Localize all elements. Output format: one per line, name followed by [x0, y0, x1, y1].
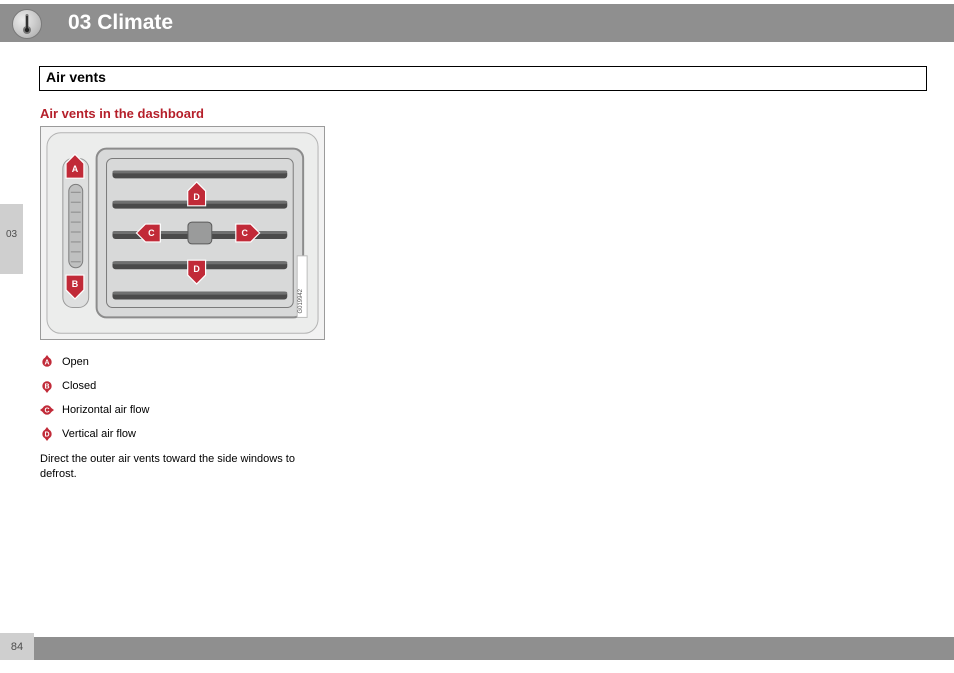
svg-text:G019942: G019942: [298, 289, 304, 313]
legend-row: C Horizontal air flow: [40, 398, 340, 422]
callout-marker-icon: A: [40, 355, 54, 369]
legend-row: D Vertical air flow: [40, 422, 340, 446]
air-vent-illustration: G019942 A B C C D D: [41, 126, 324, 340]
chapter-title: 03 Climate: [68, 4, 173, 42]
body-paragraph: Direct the outer air vents toward the si…: [40, 452, 325, 482]
legend-row: A Open: [40, 350, 340, 374]
legend-label: Horizontal air flow: [62, 404, 149, 416]
figure-legend: A Open B Closed C Horizontal air flow D …: [40, 350, 340, 446]
legend-row: B Closed: [40, 374, 340, 398]
section-tab: 03: [0, 204, 23, 274]
legend-label: Open: [62, 356, 89, 368]
page-number-text: 84: [11, 641, 23, 653]
svg-text:A: A: [72, 164, 79, 174]
callout-marker-icon: B: [40, 379, 54, 393]
chapter-header: 03 Climate: [0, 4, 954, 42]
page-number: 84: [0, 633, 34, 660]
svg-text:A: A: [44, 360, 49, 367]
subsection-heading: Air vents in the dashboard: [40, 106, 204, 121]
legend-label: Closed: [62, 380, 96, 392]
svg-text:D: D: [193, 264, 200, 274]
svg-text:C: C: [44, 408, 49, 415]
legend-label: Vertical air flow: [62, 428, 136, 440]
section-tab-label: 03: [6, 229, 17, 240]
svg-text:B: B: [44, 384, 49, 391]
svg-text:D: D: [44, 432, 49, 439]
air-vent-figure: G019942 A B C C D D: [40, 126, 325, 340]
svg-text:D: D: [193, 192, 200, 202]
section-heading-container: Air vents: [39, 66, 927, 91]
section-heading-text: Air vents: [46, 69, 106, 85]
page-footer: [0, 637, 954, 660]
svg-text:C: C: [242, 228, 249, 238]
callout-marker-icon: C: [40, 403, 54, 417]
thermometer-icon: [12, 9, 42, 39]
svg-text:B: B: [72, 279, 79, 289]
manual-page: 03 Climate Air vents 03 Air vents in the…: [0, 0, 954, 673]
section-heading: Air vents: [39, 66, 927, 91]
svg-text:C: C: [148, 228, 155, 238]
callout-marker-icon: D: [40, 427, 54, 441]
